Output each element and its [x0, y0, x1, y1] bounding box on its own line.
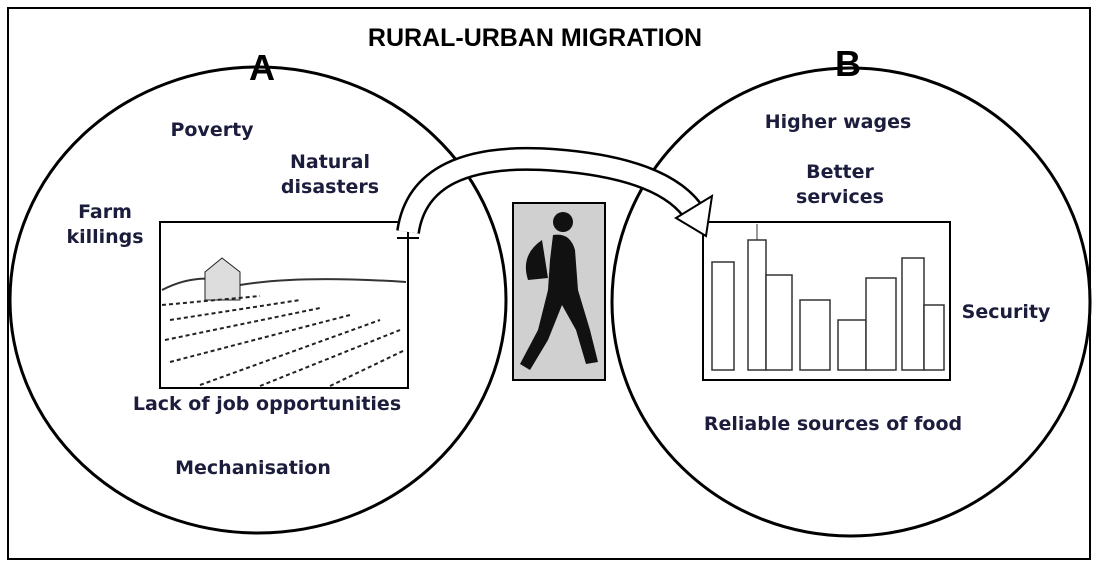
diagram: RURAL-URBAN MIGRATION A Poverty Natural dis… [0, 0, 1098, 565]
factor-text: Higher wages [765, 111, 912, 133]
factor-text: Lack of job opportunities [133, 393, 401, 415]
factor-text: Farm [78, 201, 132, 223]
factor-text: Poverty [170, 119, 254, 141]
factor-text: killings [66, 226, 143, 248]
walker-image [513, 203, 605, 380]
factor-text: Natural [290, 151, 370, 173]
circle-label: A [249, 47, 275, 88]
farm-image [160, 222, 408, 388]
factor-text: Mechanisation [175, 457, 331, 479]
factor-text: Reliable sources of food [704, 413, 962, 435]
city-image [703, 222, 950, 380]
factor-text: Security [962, 301, 1051, 323]
factor-text: services [796, 186, 884, 208]
circle-label: B [835, 43, 861, 84]
factor-text: disasters [281, 176, 379, 198]
title: RURAL-URBAN MIGRATION [368, 24, 702, 52]
page: RURAL-URBAN MIGRATION A Poverty Natural dis… [0, 0, 1098, 565]
factor-text: Better [806, 161, 874, 183]
